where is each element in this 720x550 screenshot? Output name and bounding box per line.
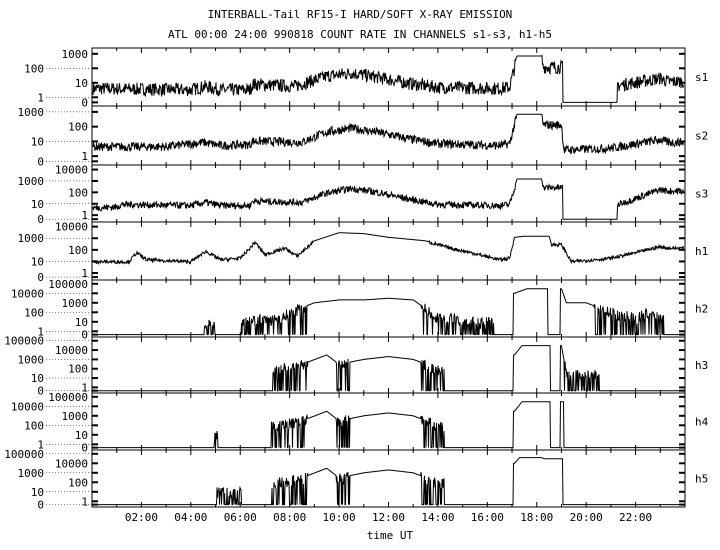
channel-label-h1: h1 [695, 245, 708, 258]
y-tick-label: 100 [68, 186, 88, 199]
y-tick-label: 0 [81, 442, 88, 455]
y-tick-label: 1 [81, 209, 88, 222]
y-tick-label: 0 [37, 385, 44, 398]
x-tick-label: 06:00 [224, 511, 257, 524]
series-h2 [93, 288, 684, 336]
y-tick-label: 100 [24, 62, 44, 75]
y-tick-label: 10 [75, 429, 88, 442]
y-tick-label: 1 [37, 91, 44, 104]
series-s2 [92, 113, 684, 155]
y-tick-label: 1 [81, 267, 88, 280]
series-h4 [93, 401, 684, 449]
y-tick-label: 1000 [18, 175, 45, 188]
y-tick-label: 0 [81, 329, 88, 342]
series-s3 [92, 178, 684, 220]
x-tick-label: 08:00 [273, 511, 306, 524]
channel-label-h5: h5 [695, 473, 708, 486]
y-tick-label: 10 [31, 486, 44, 499]
channel-label-s2: s2 [695, 130, 708, 143]
y-tick-label: 1 [37, 438, 44, 451]
y-tick-label: 10000 [55, 164, 88, 177]
y-tick-label: 1000 [18, 353, 45, 366]
y-tick-label: 1 [81, 495, 88, 508]
y-tick-label: 10000 [55, 221, 88, 234]
channel-label-h4: h4 [695, 416, 709, 429]
y-tick-label: 100000 [4, 448, 44, 461]
y-tick-label: 1000 [18, 106, 45, 119]
y-tick-label: 100 [68, 121, 88, 134]
y-tick-label: 1000 [18, 232, 45, 245]
y-tick-label: 1000 [62, 48, 89, 61]
y-tick-label: 100 [68, 476, 88, 489]
y-tick-label: 0 [37, 155, 44, 168]
x-tick-label: 12:00 [372, 511, 405, 524]
panel-frame [91, 449, 686, 508]
x-tick-label: 02:00 [125, 511, 158, 524]
x-tick-label: 22:00 [619, 511, 652, 524]
panel-frame [91, 164, 686, 223]
y-tick-label: 10 [31, 255, 44, 268]
chart-subtitle: ATL 00:00 24:00 990818 COUNT RATE IN CHA… [167, 28, 553, 41]
x-tick-label: 16:00 [471, 511, 504, 524]
y-tick-label: 0 [81, 96, 88, 109]
series-h1 [92, 232, 684, 266]
panel-frame [91, 47, 686, 107]
y-tick-label: 10000 [55, 344, 88, 357]
panel-frame [91, 221, 686, 281]
y-tick-label: 10 [75, 77, 88, 90]
y-tick-label: 10000 [55, 457, 88, 470]
y-tick-label: 0 [37, 213, 44, 226]
y-tick-label: 1 [81, 381, 88, 394]
y-tick-label: 0 [37, 271, 44, 284]
y-tick-label: 10 [31, 198, 44, 211]
y-tick-label: 1 [81, 150, 88, 163]
y-tick-label: 1 [37, 325, 44, 338]
channel-label-h2: h2 [695, 303, 708, 316]
y-tick-label: 10 [31, 135, 44, 148]
channel-label-h3: h3 [695, 359, 708, 372]
channel-label-s3: s3 [695, 188, 708, 201]
y-tick-label: 100 [24, 419, 44, 432]
x-tick-label: 20:00 [570, 511, 603, 524]
x-tick-label: 14:00 [421, 511, 454, 524]
y-tick-label: 100000 [48, 391, 88, 404]
y-tick-label: 100 [68, 244, 88, 257]
y-tick-label: 10000 [11, 400, 44, 413]
y-tick-label: 1000 [62, 297, 89, 310]
x-axis-label: time UT [366, 529, 414, 542]
y-tick-label: 100 [24, 306, 44, 319]
y-tick-label: 0 [37, 499, 44, 512]
series-h3 [93, 345, 684, 392]
y-tick-label: 10000 [11, 287, 44, 300]
series-h5 [93, 457, 684, 506]
panel-frame [91, 279, 686, 338]
x-tick-label: 04:00 [174, 511, 207, 524]
x-tick-label: 10:00 [323, 511, 356, 524]
y-tick-label: 1000 [62, 410, 89, 423]
x-tick-label: 18:00 [520, 511, 553, 524]
y-tick-label: 100 [68, 363, 88, 376]
y-tick-label: 100000 [4, 335, 44, 348]
panel-frame [91, 392, 686, 451]
series-s1 [92, 54, 684, 103]
y-tick-label: 1000 [18, 467, 45, 480]
chart-title: INTERBALL-Tail RF15-I HARD/SOFT X-RAY EM… [207, 8, 513, 21]
channel-label-s1: s1 [695, 71, 708, 84]
y-tick-label: 100000 [48, 278, 88, 291]
y-tick-label: 10 [31, 372, 44, 385]
y-tick-label: 10 [75, 316, 88, 329]
